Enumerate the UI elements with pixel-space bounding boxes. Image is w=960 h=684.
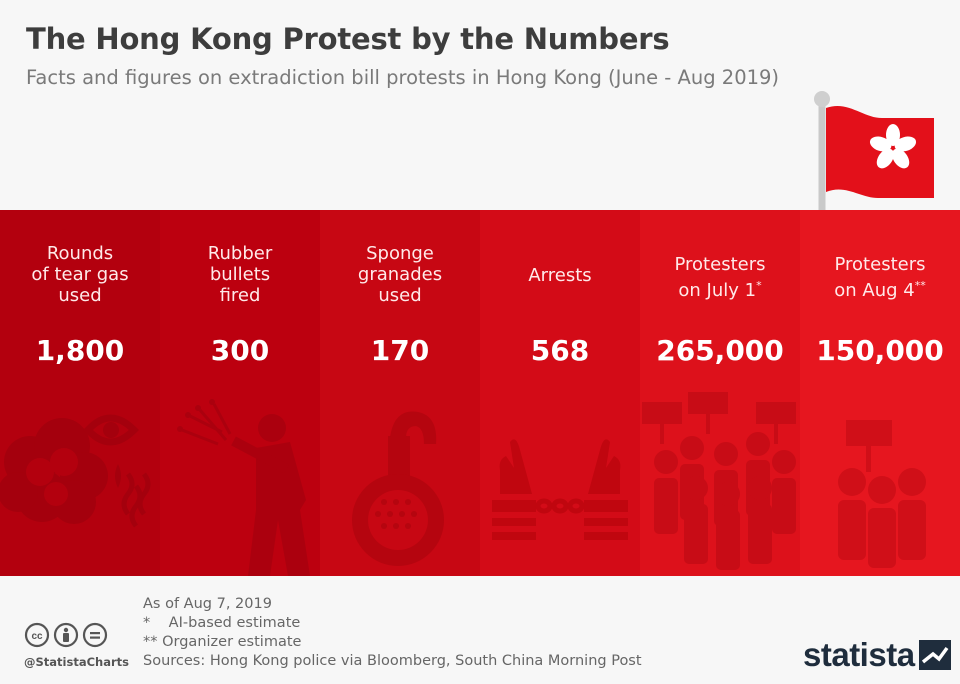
stat-label: Protesters on Aug 4** (800, 254, 960, 301)
stat-panel-arrests: Arrests 568 (480, 210, 640, 576)
stat-value: 300 (210, 334, 270, 367)
creative-commons-icon[interactable]: cc (24, 622, 50, 648)
no-derivatives-icon[interactable] (82, 622, 108, 648)
hong-kong-flag-icon (814, 91, 934, 212)
stats-band: Rounds of tear gas used 1,800 Rubber bul… (0, 210, 960, 576)
stat-panel-tear-gas: Rounds of tear gas used 1,800 (0, 210, 160, 576)
sponge-grenade-icon (352, 411, 444, 566)
footnotes: As of Aug 7, 2019 * AI-based estimate **… (143, 595, 642, 671)
footnote-sources: Sources: Hong Kong police via Bloomberg,… (143, 653, 642, 669)
stat-panel-protesters-aug: Protesters on Aug 4** 150,000 (800, 210, 960, 576)
svg-text:cc: cc (31, 631, 43, 642)
attribution-icon[interactable] (53, 622, 79, 648)
stat-value: 568 (530, 334, 590, 367)
statista-logo[interactable]: statista (803, 636, 951, 674)
footnote-as-of: As of Aug 7, 2019 (143, 596, 272, 612)
statista-wordmark: statista (803, 636, 915, 673)
stat-panel-rubber-bullets: Rubber bullets fired 300 (160, 210, 320, 576)
footnote-ai-estimate: * AI-based estimate (143, 615, 301, 631)
stat-label: Arrests (528, 265, 592, 286)
page-title: The Hong Kong Protest by the Numbers (26, 22, 670, 56)
stat-label: Rubber bullets fired (207, 243, 273, 306)
stat-label-text: Protesters on Aug 4 (834, 254, 926, 301)
stat-value: 265,000 (656, 334, 784, 367)
rubber-bullet-shooter-icon (177, 399, 310, 576)
stat-label: Rounds of tear gas used (31, 243, 129, 306)
crowd-icon (642, 392, 796, 570)
tear-gas-icon (0, 414, 151, 528)
footnote-mark: * (756, 279, 762, 292)
statista-charts-handle[interactable]: @StatistaCharts (24, 655, 129, 669)
stat-value: 170 (370, 334, 430, 367)
small-crowd-icon (838, 420, 926, 568)
footnote-organizer-estimate: ** Organizer estimate (143, 634, 302, 650)
stat-panel-sponge-granades: Sponge granades used 170 (320, 210, 480, 576)
page-subtitle: Facts and figures on extradiction bill p… (26, 66, 780, 89)
stat-panel-protesters-july: Protesters on July 1* 265,000 (640, 210, 800, 576)
stat-label: Sponge granades used (357, 243, 443, 306)
license-icons[interactable]: cc (24, 622, 108, 648)
statista-logo-icon (918, 640, 951, 670)
stat-value: 1,800 (35, 334, 125, 367)
stat-label-text: Protesters on July 1 (674, 254, 766, 301)
footnote-mark: ** (914, 279, 926, 292)
handcuffs-icon (492, 439, 628, 540)
stat-value: 150,000 (816, 334, 944, 367)
stat-label: Protesters on July 1* (640, 254, 800, 301)
